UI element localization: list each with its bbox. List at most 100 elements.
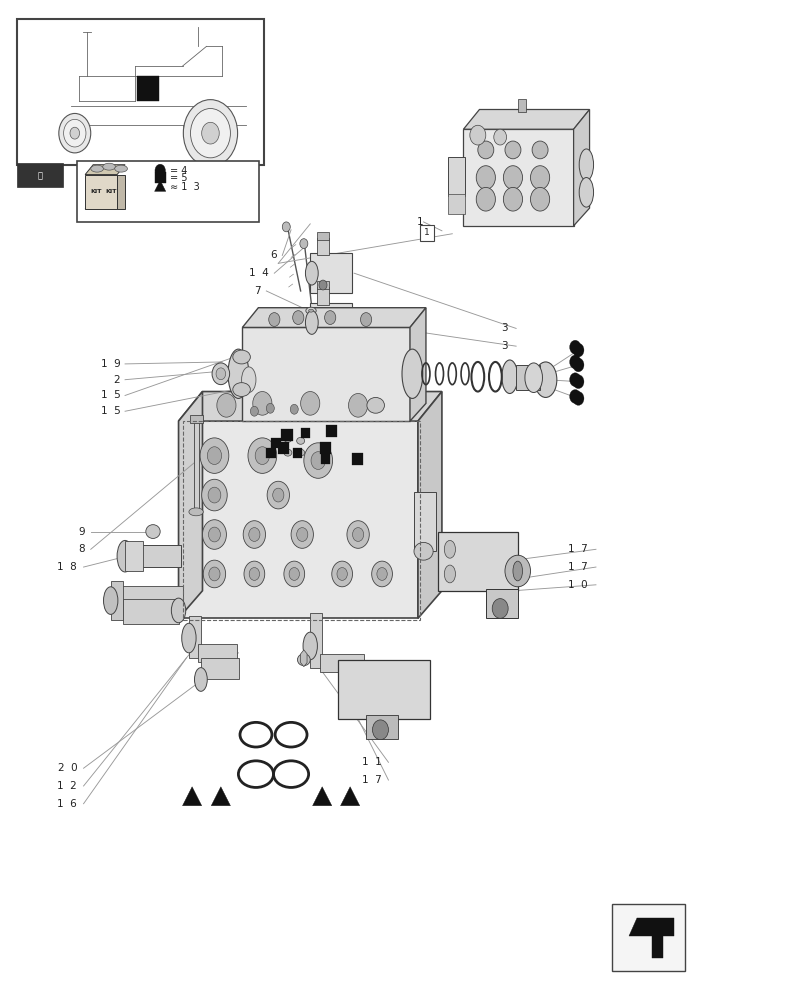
Circle shape [203, 560, 225, 588]
Bar [516, 365, 539, 390]
Text: 7: 7 [254, 286, 260, 296]
Circle shape [530, 187, 549, 211]
Bar [271, 438, 281, 448]
Circle shape [272, 488, 284, 502]
Ellipse shape [444, 540, 455, 558]
Circle shape [268, 313, 280, 326]
Circle shape [296, 528, 307, 541]
Bar [110, 581, 122, 620]
Circle shape [371, 561, 392, 587]
Circle shape [337, 568, 347, 580]
Text: ≈ 1  3: ≈ 1 3 [169, 182, 200, 192]
Ellipse shape [501, 360, 517, 393]
Ellipse shape [284, 449, 291, 456]
Text: 1  7: 1 7 [568, 544, 587, 554]
Text: 1  4: 1 4 [249, 268, 268, 278]
Circle shape [208, 527, 220, 542]
Circle shape [208, 487, 221, 503]
Bar [125, 545, 181, 567]
Circle shape [207, 447, 221, 464]
Polygon shape [178, 392, 441, 421]
Ellipse shape [305, 311, 318, 334]
Circle shape [303, 443, 333, 478]
Circle shape [493, 129, 506, 145]
Polygon shape [573, 109, 589, 226]
Bar [16, 19, 264, 165]
Bar [437, 532, 517, 591]
Ellipse shape [578, 178, 593, 207]
Bar [316, 238, 329, 255]
Ellipse shape [578, 149, 593, 181]
Circle shape [290, 404, 298, 414]
Circle shape [504, 555, 530, 587]
Circle shape [348, 393, 367, 417]
Circle shape [572, 375, 583, 389]
Ellipse shape [228, 349, 248, 398]
Ellipse shape [504, 141, 521, 159]
Circle shape [290, 521, 313, 548]
Circle shape [155, 164, 165, 177]
Circle shape [346, 521, 369, 548]
Ellipse shape [414, 542, 432, 560]
Polygon shape [85, 175, 117, 209]
Circle shape [572, 343, 583, 357]
Polygon shape [340, 787, 359, 806]
Ellipse shape [444, 565, 455, 583]
Circle shape [319, 280, 327, 290]
Text: 1  9: 1 9 [101, 359, 120, 369]
Circle shape [372, 720, 388, 740]
Bar [366, 715, 397, 739]
Circle shape [475, 187, 495, 211]
Polygon shape [410, 308, 426, 421]
Ellipse shape [308, 309, 313, 312]
Text: 1  6: 1 6 [58, 799, 77, 809]
Circle shape [300, 392, 320, 415]
Bar [16, 163, 62, 187]
Text: 1  2: 1 2 [58, 781, 77, 791]
Bar [419, 225, 433, 241]
Text: 9: 9 [79, 527, 85, 537]
Polygon shape [418, 392, 441, 618]
Bar [292, 448, 302, 458]
Bar [463, 129, 573, 226]
Circle shape [569, 355, 580, 369]
Circle shape [248, 528, 260, 541]
Circle shape [352, 528, 363, 541]
Text: 3: 3 [501, 341, 508, 351]
Circle shape [569, 373, 580, 387]
Bar [320, 654, 363, 672]
Text: 1  5: 1 5 [101, 390, 120, 400]
Text: 2  0: 2 0 [58, 763, 77, 773]
Bar [110, 586, 182, 604]
Circle shape [200, 438, 229, 473]
Circle shape [289, 568, 299, 580]
Ellipse shape [63, 119, 86, 147]
Circle shape [267, 481, 289, 509]
Ellipse shape [306, 307, 315, 314]
Bar [190, 415, 203, 423]
Bar [320, 442, 331, 454]
Circle shape [376, 568, 387, 580]
Circle shape [491, 599, 508, 618]
Circle shape [202, 520, 226, 549]
Text: 2: 2 [114, 375, 120, 385]
Ellipse shape [233, 383, 250, 396]
Ellipse shape [91, 165, 103, 172]
Bar [310, 303, 351, 342]
Circle shape [243, 561, 264, 587]
Polygon shape [629, 918, 673, 958]
Circle shape [470, 125, 485, 145]
Circle shape [311, 452, 325, 469]
Text: 1  8: 1 8 [58, 562, 77, 572]
Ellipse shape [191, 109, 230, 158]
Circle shape [324, 311, 336, 324]
Polygon shape [463, 109, 589, 129]
Ellipse shape [183, 100, 238, 167]
Bar [77, 161, 259, 222]
Circle shape [569, 390, 580, 403]
Polygon shape [211, 787, 230, 806]
Bar [310, 613, 322, 668]
Bar [281, 429, 292, 441]
Circle shape [503, 187, 522, 211]
Ellipse shape [102, 163, 115, 170]
